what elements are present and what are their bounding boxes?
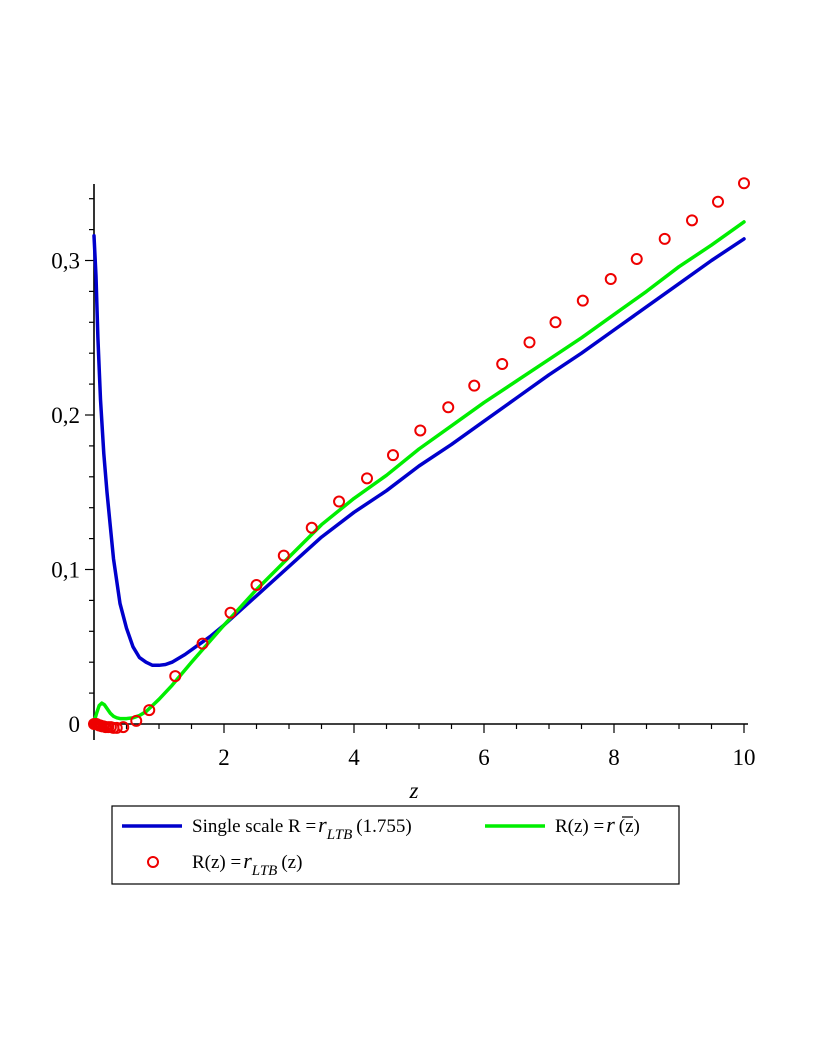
series-point [110,721,123,734]
x-tick-label: 4 [348,745,360,770]
series-point [333,495,346,508]
series-point [305,521,318,534]
chart-legend: Single scale R =rLTB (1.755) R(z) =r (z) R(z… [111,805,680,885]
series-point [658,232,671,245]
series-point [604,273,617,286]
series-point [387,449,399,462]
series-point [442,401,455,414]
x-axis-title: z [409,778,419,803]
series-point [414,424,427,437]
chart-axes: 2 4 6 8 10 0 0,1 0,2 0,3 z [51,184,756,803]
series-point [169,670,182,683]
legend-label-single-scale: Single scale R =rLTB (1.755) [192,812,412,843]
legend-label-rltb: R(z) =rLTB (z) [192,848,302,879]
series-point [361,472,373,485]
x-tick-label: 6 [478,745,490,770]
legend-swatch-rltb [147,856,159,868]
x-tick-label: 8 [608,745,620,770]
chart-plot-area [88,177,750,734]
series-point [143,704,156,717]
series-point [712,195,724,208]
x-tick-label: 2 [218,745,230,770]
series-point [117,721,130,734]
series-point [549,316,562,329]
x-tick-label: 10 [733,745,756,770]
y-tick-label: 0 [69,712,81,737]
series-point [196,637,209,650]
y-tick-label: 0,3 [51,249,80,274]
series-point [496,358,509,371]
legend-box [111,805,680,885]
legend-label-rbar: R(z) =r (z) [555,812,640,837]
series-point [576,294,589,307]
series-point [523,336,536,349]
series-point [630,252,643,265]
series-point [224,606,237,619]
series-point [130,714,143,727]
y-tick-label: 0,2 [51,403,80,428]
series-point [738,177,750,190]
series-point [250,578,263,591]
series-point [686,214,698,227]
series-line-1 [92,220,746,725]
y-tick-label: 0,1 [51,558,80,583]
series-point [468,379,481,392]
series-point [277,549,290,562]
